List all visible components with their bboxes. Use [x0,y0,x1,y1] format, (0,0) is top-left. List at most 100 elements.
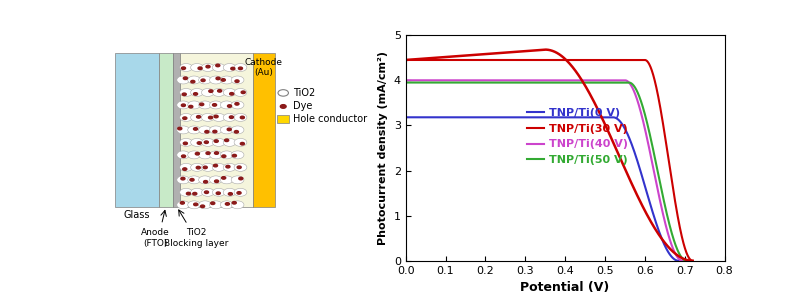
TNP/Ti(40 V) [675,257,684,261]
Circle shape [180,188,192,196]
Circle shape [214,140,218,142]
Circle shape [199,101,212,109]
Circle shape [223,113,236,121]
TNP/Ti(30 V) [592,58,602,62]
Circle shape [204,191,208,193]
Circle shape [231,151,244,159]
Circle shape [208,90,213,92]
TNP/Ti(40 V) [652,182,662,186]
Circle shape [188,176,200,184]
Circle shape [234,64,247,71]
Circle shape [234,163,247,171]
Circle shape [191,138,204,146]
Text: Hole conductor: Hole conductor [293,114,368,124]
Circle shape [199,201,212,209]
Circle shape [209,151,222,159]
Text: Glass: Glass [124,210,150,220]
Circle shape [181,104,185,107]
Line: TNP/Ti(40 V): TNP/Ti(40 V) [406,80,683,261]
Circle shape [182,93,186,96]
Circle shape [208,116,213,119]
Circle shape [241,116,245,119]
Text: Cathode
(Au): Cathode (Au) [245,58,283,77]
Circle shape [193,93,197,95]
Circle shape [206,152,210,154]
Circle shape [193,128,197,130]
Circle shape [223,163,236,171]
Circle shape [199,151,212,159]
Circle shape [213,88,225,96]
Circle shape [199,176,212,184]
Circle shape [199,76,212,84]
Line: TNP/Ti(50 V): TNP/Ti(50 V) [406,83,687,261]
Circle shape [234,138,247,146]
Circle shape [177,151,190,159]
Circle shape [180,163,192,171]
TNP/Ti(0 V) [565,115,575,119]
Circle shape [184,142,188,145]
Circle shape [204,130,208,133]
TNP/Ti(50 V) [679,258,688,261]
Line: TNP/Ti(30 V): TNP/Ti(30 V) [406,60,692,261]
Circle shape [181,155,186,158]
Circle shape [201,163,214,171]
TNP/Ti(30 V) [638,58,648,62]
Circle shape [204,141,208,144]
Circle shape [188,76,200,84]
Circle shape [191,113,204,121]
Circle shape [215,180,219,183]
Circle shape [235,103,239,105]
Circle shape [201,88,214,96]
Circle shape [213,130,217,133]
Circle shape [237,192,241,194]
Circle shape [231,76,244,84]
Circle shape [188,101,200,109]
Circle shape [188,126,200,134]
Circle shape [180,64,192,71]
Circle shape [191,64,204,71]
Circle shape [190,178,194,181]
Circle shape [199,126,212,134]
Circle shape [221,126,233,134]
FancyBboxPatch shape [278,115,289,123]
TNP/Ti(0 V) [401,115,411,119]
TNP/Ti(30 V) [590,58,600,62]
TNP/Ti(50 V) [578,81,588,84]
Circle shape [177,126,190,134]
X-axis label: Potential (V): Potential (V) [521,281,609,293]
TNP/Ti(50 V) [622,81,632,84]
Circle shape [222,155,226,157]
Circle shape [188,201,200,209]
Circle shape [197,142,201,144]
Circle shape [223,88,236,96]
FancyBboxPatch shape [253,53,275,207]
Circle shape [225,139,229,142]
Circle shape [196,115,200,118]
Circle shape [233,154,237,157]
Circle shape [181,67,185,69]
Circle shape [180,113,192,121]
Circle shape [203,166,207,169]
Circle shape [234,188,247,196]
Circle shape [191,163,204,171]
Circle shape [221,76,233,84]
Y-axis label: Photocurrent density (mA/cm²): Photocurrent density (mA/cm²) [378,51,388,245]
Circle shape [187,192,191,195]
TNP/Ti(50 V) [682,259,691,263]
TNP/Ti(30 V) [685,257,695,261]
Text: Dye: Dye [293,101,312,111]
Circle shape [209,126,222,134]
Circle shape [217,90,221,92]
Circle shape [237,166,242,168]
Circle shape [209,101,222,109]
FancyBboxPatch shape [159,53,173,207]
Circle shape [234,113,247,121]
Circle shape [200,103,204,105]
Circle shape [216,77,220,80]
Circle shape [221,79,225,81]
Line: TNP/Ti(0 V): TNP/Ti(0 V) [406,117,679,261]
Circle shape [178,127,182,130]
Circle shape [183,168,187,170]
Circle shape [239,177,243,180]
Legend: TNP/Ti(0 V), TNP/Ti(30 V), TNP/Ti(40 V), TNP/Ti(50 V): TNP/Ti(0 V), TNP/Ti(30 V), TNP/Ti(40 V),… [522,104,633,169]
